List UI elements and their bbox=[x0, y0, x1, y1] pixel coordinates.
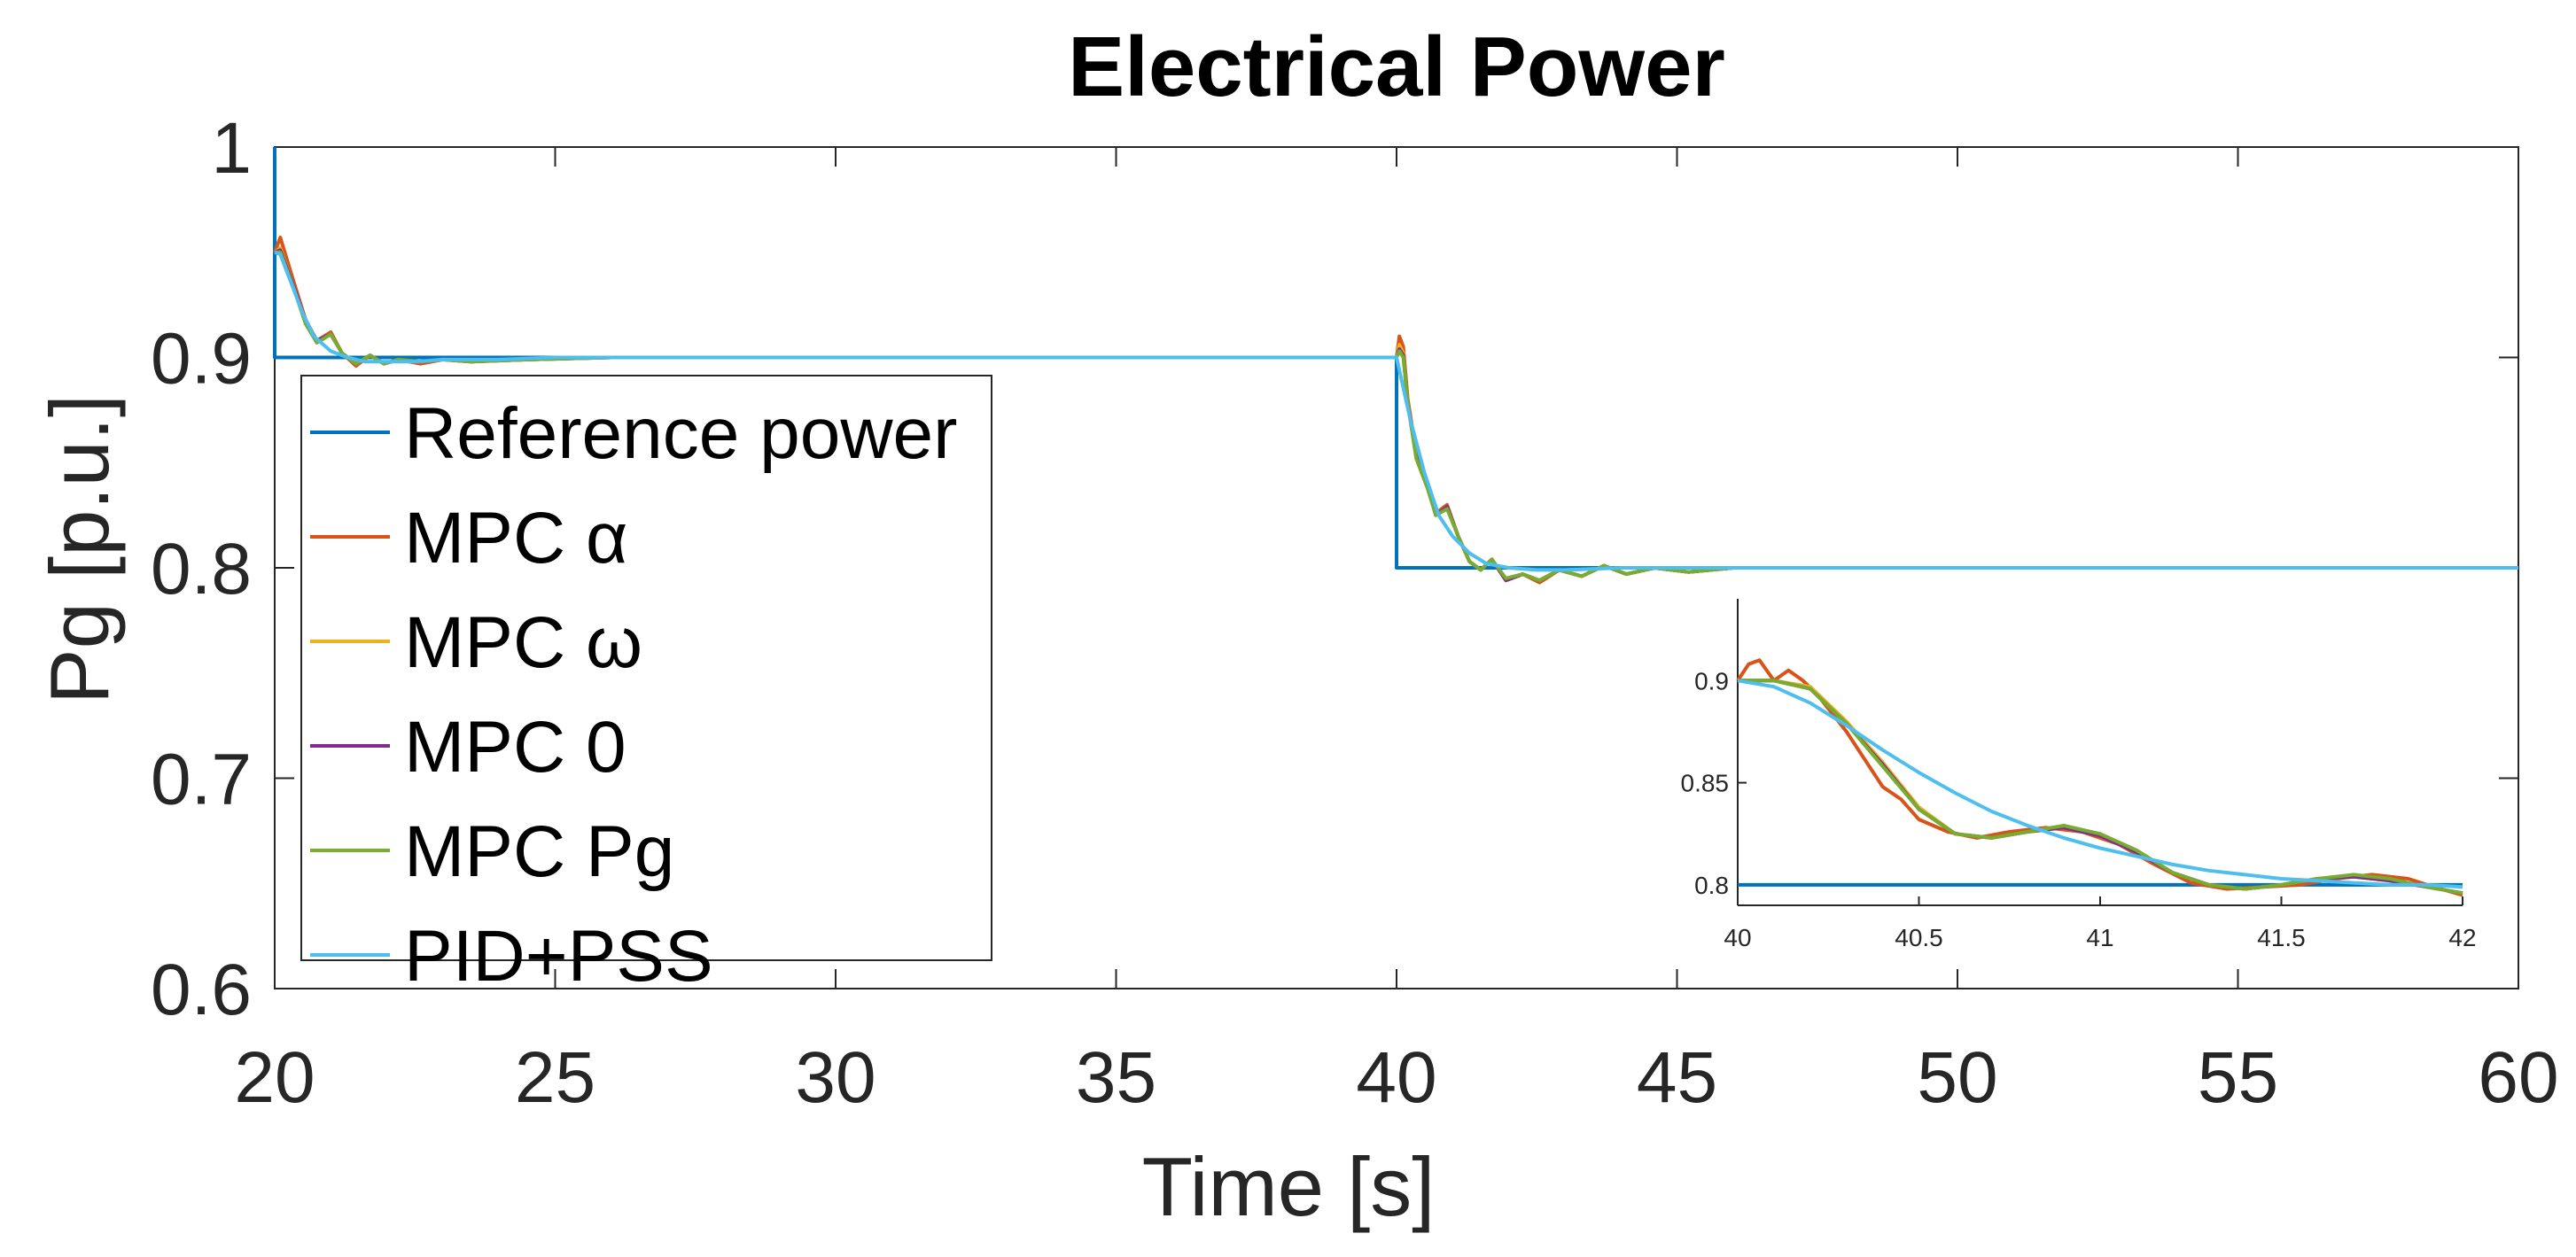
inset-x-tick-label: 41 bbox=[2086, 924, 2113, 951]
y-tick-label: 1 bbox=[211, 108, 252, 189]
x-tick-label: 40 bbox=[1356, 1037, 1436, 1118]
y-tick-label: 0.7 bbox=[151, 740, 252, 820]
inset-x-tick-label: 42 bbox=[2448, 924, 2476, 951]
y-axis-label: Pg [p.u.] bbox=[33, 394, 126, 704]
inset-y-axis: 0.8 0.85 0.9 bbox=[1681, 667, 1747, 899]
inset-x-tick-label: 40.5 bbox=[1895, 924, 1943, 951]
main-x-axis: 20 25 30 35 40 45 50 55 60 bbox=[234, 147, 2559, 1118]
legend-box bbox=[300, 375, 992, 961]
y-tick-label: 0.8 bbox=[151, 529, 252, 609]
legend-entry: Reference power bbox=[404, 393, 957, 474]
y-tick-label: 0.6 bbox=[151, 950, 252, 1030]
legend: Reference power MPC α MPC ω MPC 0 MPC Pg PID+… bbox=[310, 393, 957, 997]
x-tick-label: 25 bbox=[515, 1037, 595, 1118]
x-tick-label: 50 bbox=[1917, 1037, 1997, 1118]
inset-series-line-pid-pss bbox=[1737, 679, 2463, 889]
inset-series-lines bbox=[1736, 658, 2463, 897]
y-tick-label: 0.9 bbox=[151, 319, 252, 400]
inset-y-tick-label: 0.9 bbox=[1694, 667, 1729, 694]
inset-x-axis: 40 40.5 41 41.5 42 bbox=[1724, 896, 2477, 951]
series-line-pid-pss bbox=[274, 250, 2518, 572]
inset-x-tick-label: 40 bbox=[1724, 924, 1751, 951]
x-tick-label: 45 bbox=[1637, 1037, 1717, 1118]
inset-x-tick-label: 41.5 bbox=[2257, 924, 2306, 951]
main-series-lines bbox=[273, 147, 2518, 585]
x-tick-label: 60 bbox=[2478, 1037, 2558, 1118]
legend-entry: MPC Pg bbox=[404, 811, 674, 892]
main-y-axis: 0.6 0.7 0.8 0.9 1 bbox=[151, 108, 2518, 1030]
chart-title: Electrical Power bbox=[1068, 19, 1725, 114]
x-axis-label: Time [s] bbox=[1142, 1140, 1436, 1233]
x-tick-label: 20 bbox=[234, 1037, 315, 1118]
inset-y-tick-label: 0.8 bbox=[1694, 872, 1729, 899]
legend-entry: MPC ω bbox=[404, 602, 642, 683]
legend-entry: PID+PSS bbox=[404, 916, 713, 997]
inset-series-line-mpc-pg bbox=[1738, 679, 2463, 896]
inset-y-tick-label: 0.85 bbox=[1681, 770, 1730, 797]
x-tick-label: 55 bbox=[2198, 1037, 2278, 1118]
x-tick-label: 35 bbox=[1076, 1037, 1156, 1118]
x-tick-label: 30 bbox=[795, 1037, 876, 1118]
legend-entry: MPC α bbox=[404, 498, 627, 578]
legend-entry: MPC 0 bbox=[404, 707, 626, 788]
